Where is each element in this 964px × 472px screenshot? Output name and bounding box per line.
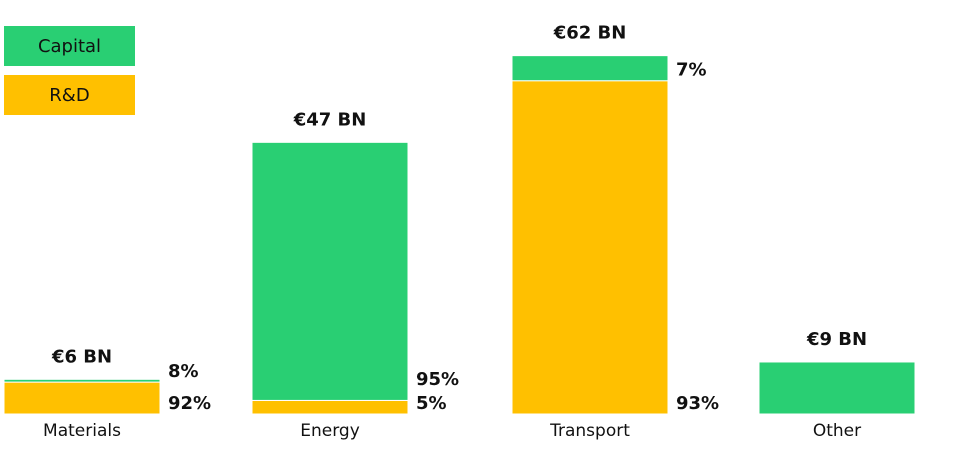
value-label: 7%: [676, 60, 707, 81]
bar-segment: [3, 378, 161, 383]
bar-segment: [251, 399, 409, 415]
total-label: €6 BN: [51, 346, 112, 367]
legend-label: Capital: [38, 36, 101, 57]
category-label: Energy: [300, 421, 360, 441]
value-label: 93%: [676, 393, 719, 414]
value-label: 8%: [168, 361, 199, 382]
legend-swatch: [4, 75, 135, 115]
total-label: €62 BN: [553, 23, 627, 44]
legend-swatch: [4, 26, 135, 66]
bar-segment: [251, 141, 409, 401]
value-label: 92%: [168, 393, 211, 414]
total-label: €47 BN: [293, 109, 367, 130]
bar-segment: [511, 55, 669, 82]
bar-segment: [758, 361, 916, 415]
category-label: Other: [813, 421, 861, 441]
category-label: Materials: [43, 421, 121, 441]
category-label: Transport: [549, 421, 630, 441]
bar-segment: [3, 381, 161, 415]
bar-segment: [511, 80, 669, 415]
value-label: 5%: [416, 393, 447, 414]
value-label: 95%: [416, 369, 459, 390]
total-label: €9 BN: [806, 329, 867, 350]
legend-label: R&D: [49, 85, 89, 106]
